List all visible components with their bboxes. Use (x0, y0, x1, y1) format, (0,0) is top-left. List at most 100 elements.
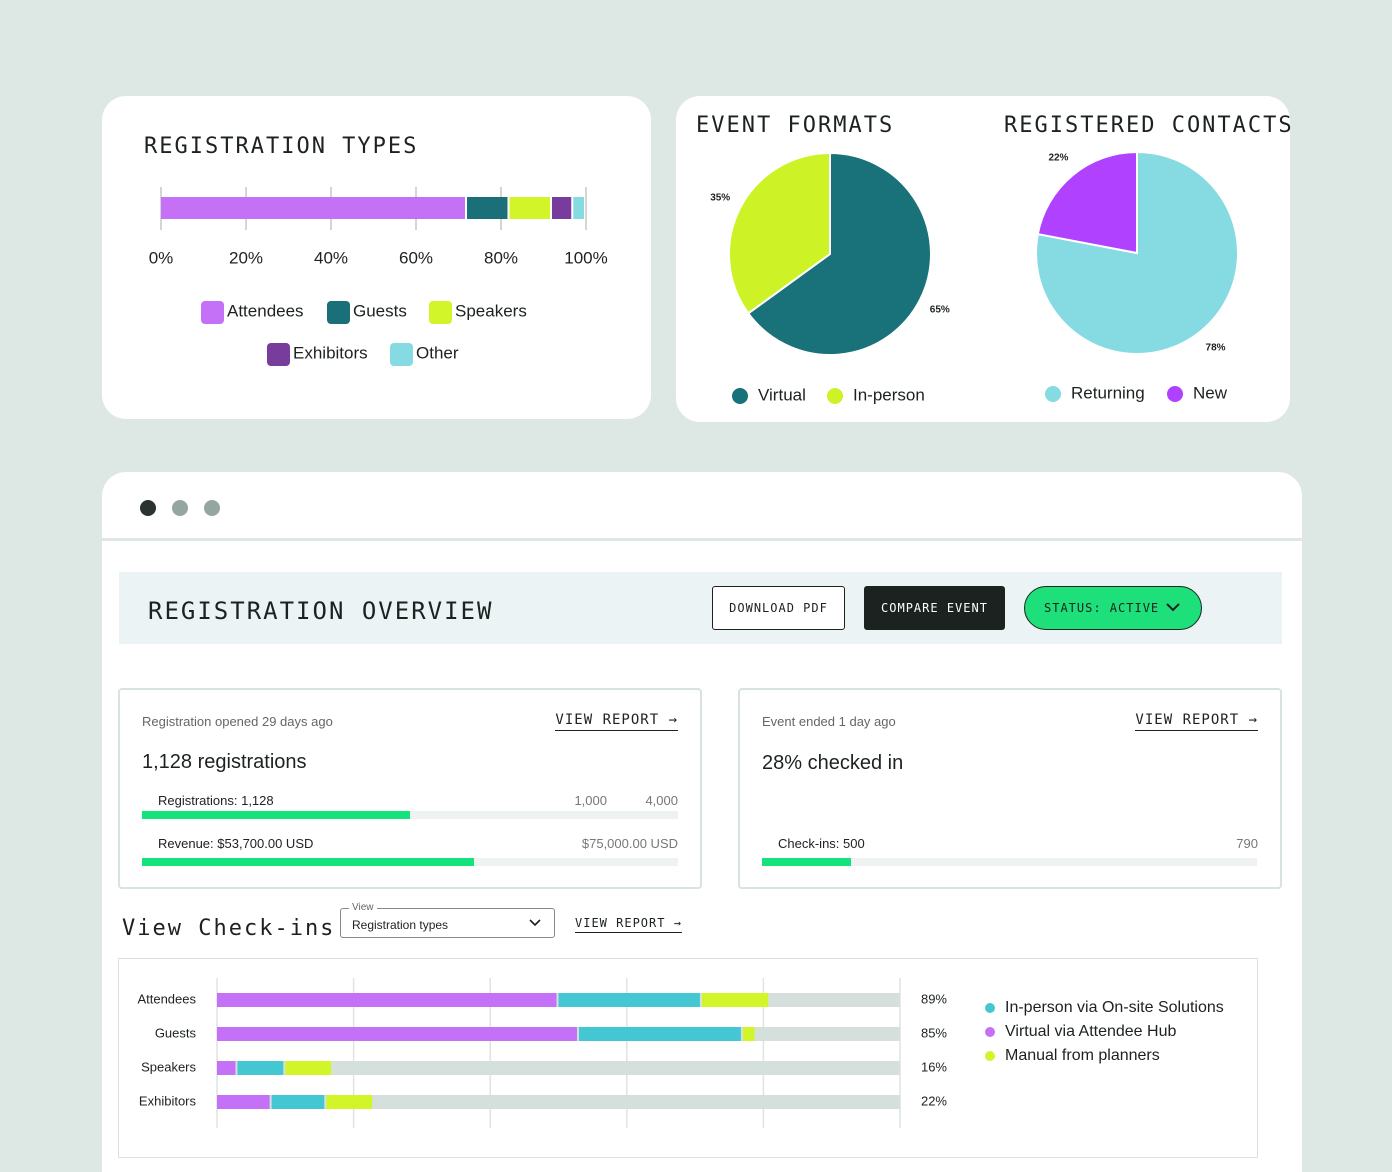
x-tick-label: 40% (314, 248, 348, 267)
legend-label: Other (416, 343, 459, 362)
legend-label: In-person (853, 385, 925, 404)
legend-swatch (985, 1051, 995, 1061)
legend-label: Attendees (227, 301, 304, 320)
legend-swatch (390, 343, 413, 366)
download-button[interactable]: DOWNLOAD PDF (712, 586, 845, 630)
legend-swatch (327, 301, 350, 324)
window-dot (140, 500, 156, 516)
legend-swatch (201, 301, 224, 324)
total-label: 89% (921, 991, 947, 1006)
dropdown-value: Registration types (352, 918, 449, 932)
bar-segment (326, 1095, 373, 1109)
bar-segment (573, 197, 584, 219)
bar-segment (285, 1061, 332, 1075)
view-report-link[interactable]: VIEW REPORT → (1135, 713, 1258, 731)
progress-track (762, 858, 1257, 866)
legend-label: Guests (353, 301, 407, 320)
metric-label: Check-ins: 500 (778, 836, 865, 851)
bar-segment (578, 1027, 741, 1041)
legend-swatch (267, 343, 290, 366)
pie-slice (746, 151, 932, 356)
pie-slice (728, 151, 831, 315)
pie-slice (1036, 150, 1138, 255)
checkins-card (738, 688, 1282, 889)
checkins-chart-card (118, 958, 1258, 1158)
legend-label: In-person via On-site Solutions (1005, 999, 1224, 1016)
legend-swatch (732, 388, 748, 404)
card-headline: 1,128 registrations (142, 751, 307, 773)
x-tick-label: 20% (229, 248, 263, 267)
window-dot (172, 500, 188, 516)
category-label: Attendees (137, 991, 196, 1006)
legend-swatch (429, 301, 452, 324)
legend-label: New (1193, 383, 1228, 402)
dropdown[interactable] (340, 908, 555, 938)
slice-label: 22% (1048, 153, 1068, 164)
metric-target: 1,000 (574, 793, 607, 808)
header-title: REGISTRATION OVERVIEW (148, 597, 494, 625)
metric-label: Registrations: 1,128 (158, 793, 274, 808)
status-label: STATUS: ACTIVE (1044, 601, 1160, 615)
card-headline: 28% checked in (762, 752, 904, 774)
dropdown-label: View (349, 903, 377, 913)
bar-track (217, 1095, 900, 1109)
progress-fill (142, 858, 475, 866)
bar-segment (467, 197, 508, 219)
registrations-card (118, 688, 702, 889)
bar-segment (217, 1061, 236, 1075)
slice-label: 65% (930, 305, 950, 316)
x-tick-label: 100% (564, 248, 607, 267)
bar-segment (161, 197, 465, 219)
legend-label: Exhibitors (293, 343, 368, 362)
legend-label: Virtual via Attendee Hub (1005, 1023, 1176, 1040)
bar-segment (237, 1061, 284, 1075)
total-label: 85% (921, 1025, 947, 1040)
metric-label: Revenue: $53,700.00 USD (158, 836, 314, 851)
metric-target: 4,000 (645, 793, 678, 808)
category-label: Exhibitors (139, 1093, 197, 1108)
total-label: 16% (921, 1059, 947, 1074)
view-report-link[interactable]: VIEW REPORT → (555, 713, 678, 731)
metric-target: 790 (1236, 836, 1258, 851)
card-caption: Event ended 1 day ago (762, 714, 896, 729)
chart-title: REGISTRATION TYPES (144, 134, 418, 159)
card-caption: Registration opened 29 days ago (142, 714, 333, 729)
bar-segment (217, 1095, 270, 1109)
legend-swatch (827, 388, 843, 404)
legend-swatch (985, 1027, 995, 1037)
legend-swatch (1045, 386, 1061, 402)
registration-types-card (102, 96, 651, 419)
window-dot (204, 500, 220, 516)
chart-title: EVENT FORMATS (696, 113, 894, 138)
bar-segment (217, 1027, 577, 1041)
dropdown-chevron (529, 919, 541, 927)
chevron (1166, 603, 1180, 612)
compare-button[interactable]: COMPARE EVENT (864, 586, 1005, 630)
slice-label: 78% (1206, 343, 1226, 354)
legend-label: Returning (1071, 383, 1145, 402)
bar-segment (217, 993, 557, 1007)
bar-segment (271, 1095, 325, 1109)
bar-segment (552, 197, 572, 219)
legend-label: Manual from planners (1005, 1047, 1160, 1064)
x-tick-label: 60% (399, 248, 433, 267)
legend-label: Virtual (758, 385, 806, 404)
x-tick-label: 0% (149, 248, 174, 267)
window-divider (102, 538, 1302, 541)
bar-segment (558, 993, 700, 1007)
charts: REGISTRATION TYPES 0% 20% 40% 60% 80% 100% Atte… (122, 113, 1294, 1128)
bar-track (217, 1061, 900, 1075)
progress-track (142, 858, 678, 866)
slice-label: 35% (710, 193, 730, 204)
category-label: Guests (155, 1025, 197, 1040)
legend-label: Speakers (455, 301, 527, 320)
x-tick-label: 80% (484, 248, 518, 267)
metric-target: $75,000.00 USD (581, 836, 678, 851)
bar-segment (509, 197, 550, 219)
legend-swatch (985, 1003, 995, 1013)
bar-segment (742, 1027, 755, 1041)
category-label: Speakers (141, 1059, 196, 1074)
view-report-link[interactable]: VIEW REPORT → (575, 917, 682, 933)
page: REGISTRATION OVERVIEW DOWNLOAD PDF COMPA… (102, 96, 1302, 1172)
chart-title: REGISTERED CONTACTS (1004, 113, 1294, 138)
